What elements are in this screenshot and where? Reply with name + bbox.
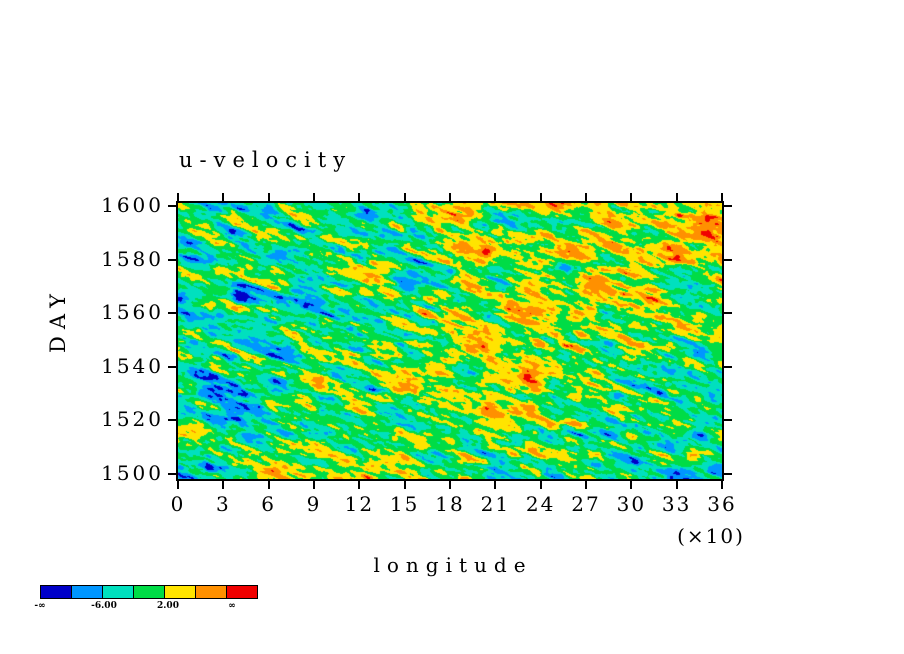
y-tick-left [168, 312, 176, 314]
y-tick-right [724, 419, 732, 421]
colorbar-segment [40, 585, 72, 599]
y-tick-label: 1600 [101, 193, 164, 217]
colorbar-tick-label: -6.00 [91, 601, 117, 611]
y-tick-right [724, 472, 732, 475]
x-tick-label: 15 [389, 492, 420, 516]
x-tick-top [721, 193, 723, 201]
colorbar-segment [102, 585, 134, 599]
y-tick-label: 1500 [101, 460, 164, 485]
x-tick-bottom [630, 481, 633, 489]
x-tick-top [222, 193, 225, 201]
x-tick-top [539, 193, 542, 201]
x-tick-bottom [313, 481, 315, 489]
x-tick-label: 24 [525, 492, 556, 516]
y-tick-left [168, 365, 176, 368]
y-tick-label: 1540 [101, 353, 164, 378]
colorbar-tick-label: ∞ [228, 601, 236, 611]
x-tick-label: 3 [215, 492, 231, 516]
x-tick-label: 0 [170, 492, 186, 516]
x-tick-top [358, 193, 361, 201]
x-tick-label: 36 [707, 492, 737, 516]
x-axis-scale-note: (×10) [677, 524, 745, 548]
y-tick-left [168, 472, 176, 475]
x-axis-label: longitude [373, 553, 533, 577]
colorbar-segment [195, 585, 227, 599]
colorbar-segment [164, 585, 196, 599]
x-tick-bottom [449, 481, 451, 489]
colorbar [40, 585, 258, 599]
y-tick-left [168, 205, 176, 207]
y-tick-right [724, 205, 732, 207]
x-tick-top [177, 193, 179, 201]
x-tick-label: 27 [571, 492, 601, 516]
heatmap-canvas [178, 203, 722, 479]
x-tick-bottom [539, 481, 542, 489]
colorbar-segment [226, 585, 258, 599]
x-tick-label: 18 [435, 492, 465, 516]
x-tick-top [585, 193, 587, 201]
x-tick-label: 33 [661, 492, 692, 516]
colorbar-segment [71, 585, 103, 599]
x-tick-top [267, 193, 270, 201]
x-tick-bottom [675, 481, 678, 489]
x-tick-bottom [222, 481, 225, 489]
y-tick-label: 1580 [101, 246, 164, 271]
y-axis-label: DAY [46, 287, 70, 354]
y-tick-right [724, 258, 732, 261]
colorbar-tick-label: -∞ [34, 601, 46, 611]
colorbar-tick-label: 2.00 [157, 601, 179, 611]
colorbar-segment [133, 585, 165, 599]
x-tick-label: 30 [616, 492, 647, 516]
y-tick-label: 1520 [101, 407, 164, 431]
x-tick-top [449, 193, 451, 201]
x-tick-top [494, 193, 497, 201]
x-tick-bottom [585, 481, 587, 489]
y-tick-left [168, 258, 176, 261]
y-tick-right [724, 312, 732, 314]
x-tick-top [313, 193, 315, 201]
x-tick-label: 9 [306, 492, 322, 516]
x-tick-top [630, 193, 633, 201]
x-tick-label: 21 [480, 492, 511, 516]
x-tick-bottom [403, 481, 406, 489]
x-tick-bottom [494, 481, 497, 489]
y-tick-right [724, 365, 732, 368]
x-tick-bottom [721, 481, 723, 489]
plot-area [176, 201, 724, 481]
x-tick-label: 6 [261, 492, 277, 516]
x-tick-bottom [177, 481, 179, 489]
chart-title: u-velocity [179, 148, 353, 172]
x-tick-bottom [358, 481, 361, 489]
x-tick-bottom [267, 481, 270, 489]
x-tick-label: 12 [344, 492, 375, 516]
x-tick-top [675, 193, 678, 201]
y-tick-label: 1560 [101, 300, 164, 324]
x-tick-top [403, 193, 406, 201]
y-tick-left [168, 419, 176, 421]
